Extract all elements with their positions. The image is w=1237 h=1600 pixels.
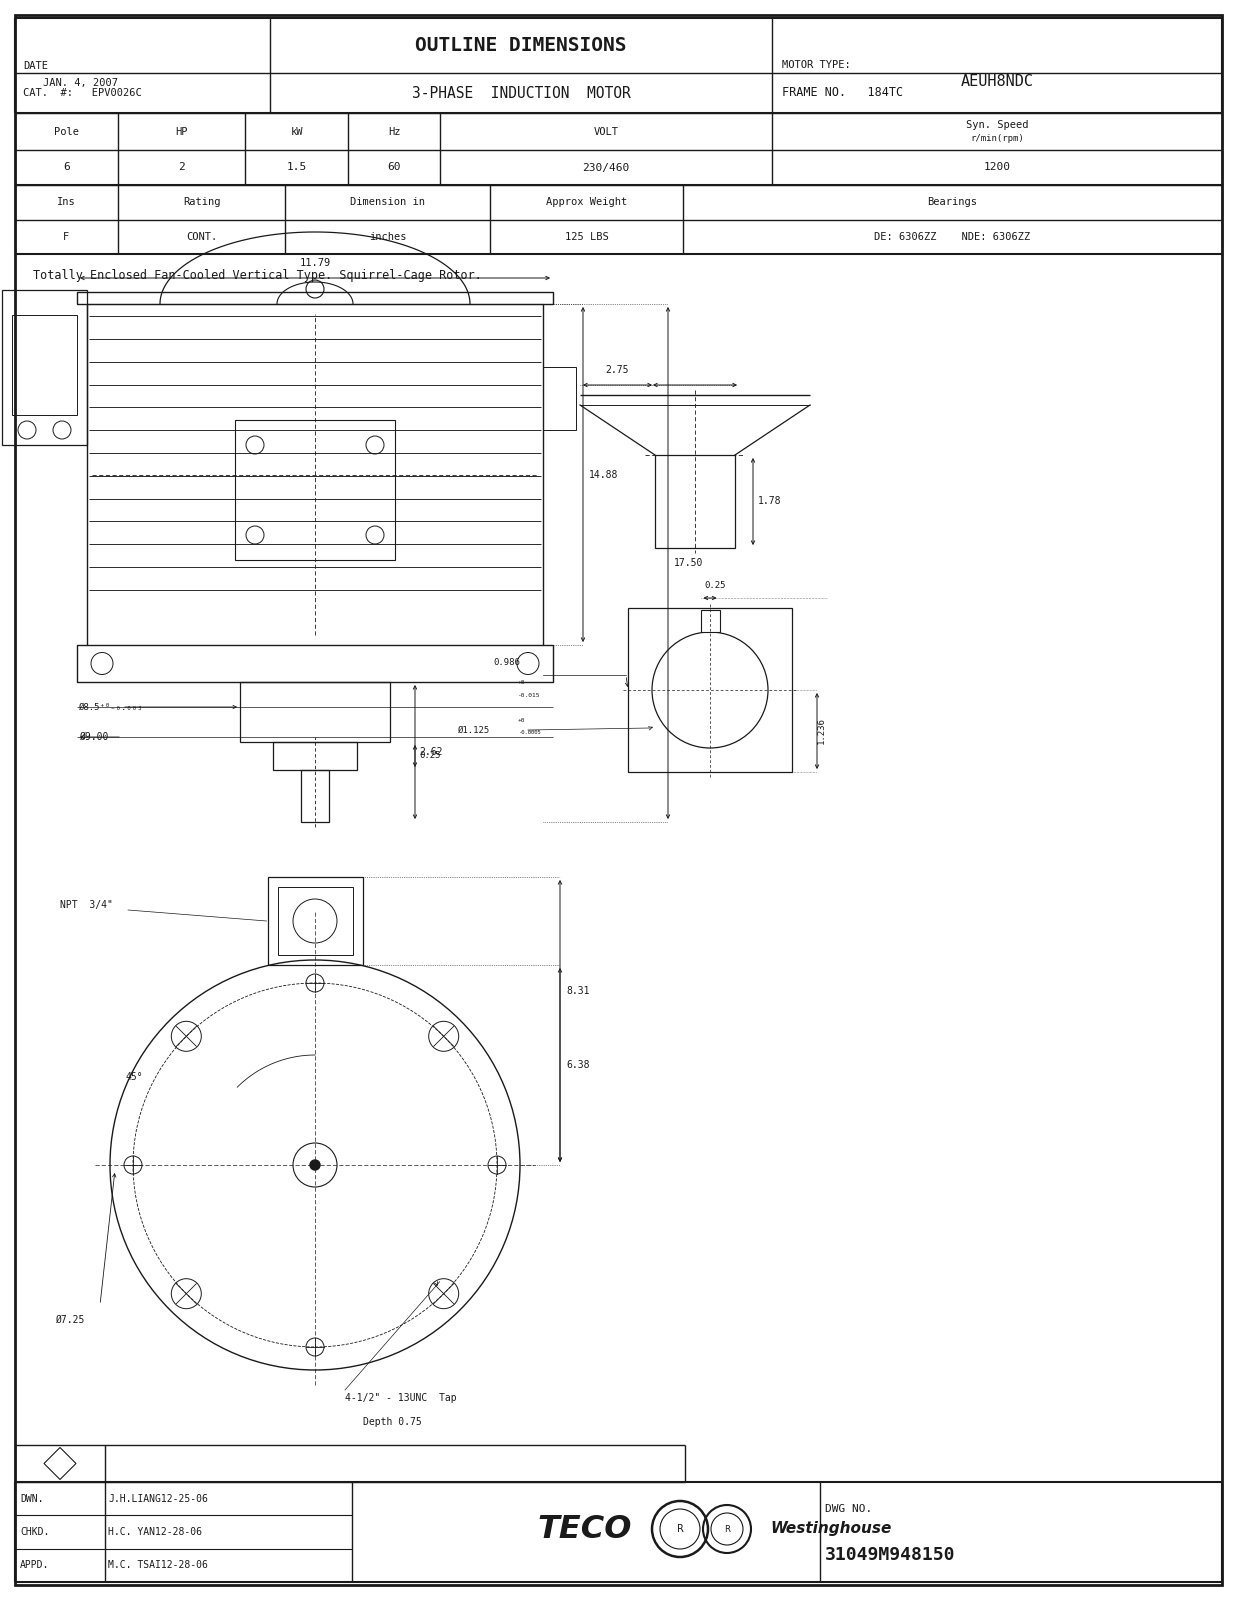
Text: 31049M948150: 31049M948150 (825, 1546, 955, 1565)
Text: 230/460: 230/460 (583, 163, 630, 173)
Text: CAT.  #:   EPV0026C: CAT. #: EPV0026C (24, 88, 142, 98)
Text: 3-PHASE  INDUCTION  MOTOR: 3-PHASE INDUCTION MOTOR (412, 85, 631, 101)
Text: CHKD.: CHKD. (20, 1526, 49, 1538)
Text: Dimension in: Dimension in (350, 197, 426, 208)
Text: M.C. TSAI12-28-06: M.C. TSAI12-28-06 (108, 1560, 208, 1570)
Bar (235, 419, 395, 560)
Bar (273, 742, 357, 770)
Text: Totally Enclosed Fan-Cooled Vertical Type. Squirrel-Cage Rotor.: Totally Enclosed Fan-Cooled Vertical Typ… (33, 269, 482, 283)
Text: kW: kW (291, 126, 303, 136)
Text: VOLT: VOLT (594, 126, 618, 136)
Bar (12, 315, 77, 414)
Text: Approx Weight: Approx Weight (546, 197, 627, 208)
Bar (277, 886, 353, 955)
Text: 2.62: 2.62 (419, 747, 443, 757)
Text: R: R (724, 1525, 730, 1533)
Text: APPD.: APPD. (20, 1560, 49, 1570)
Text: 4-1/2" - 13UNC  Tap: 4-1/2" - 13UNC Tap (345, 1394, 456, 1403)
Text: 0.25: 0.25 (419, 752, 440, 760)
Text: DATE: DATE (24, 61, 48, 70)
Bar (77, 291, 553, 304)
Bar (656, 454, 735, 547)
Text: F: F (63, 232, 69, 242)
Text: -0.0005: -0.0005 (518, 731, 541, 736)
Text: Westinghouse: Westinghouse (769, 1522, 892, 1536)
Bar (2, 290, 87, 445)
Text: 60: 60 (387, 163, 401, 173)
Text: Ø9.00: Ø9.00 (79, 733, 109, 742)
Text: 125 LBS: 125 LBS (564, 232, 609, 242)
Text: 8.31: 8.31 (567, 986, 590, 995)
Text: TECO: TECO (538, 1514, 632, 1544)
Bar (301, 770, 329, 822)
Text: R: R (677, 1523, 683, 1534)
Bar (77, 645, 553, 682)
Text: AEUH8NDC: AEUH8NDC (960, 74, 1033, 88)
Text: inches: inches (369, 232, 406, 242)
Text: 14.88: 14.88 (589, 469, 618, 480)
Text: 6: 6 (63, 163, 69, 173)
Text: FRAME NO.   184TC: FRAME NO. 184TC (782, 86, 903, 99)
Text: JAN. 4, 2007: JAN. 4, 2007 (43, 78, 118, 88)
Text: 17.50: 17.50 (674, 558, 704, 568)
Text: 1.236: 1.236 (816, 717, 825, 744)
Bar (267, 877, 362, 965)
Text: 1.78: 1.78 (758, 496, 782, 507)
Text: Hz: Hz (387, 126, 401, 136)
Text: OUTLINE DIMENSIONS: OUTLINE DIMENSIONS (416, 35, 627, 54)
Text: 0.25: 0.25 (704, 581, 726, 590)
Text: Ins: Ins (57, 197, 75, 208)
Text: CONT.: CONT. (186, 232, 218, 242)
Text: 11.79: 11.79 (299, 258, 330, 267)
Text: Ø7.25: Ø7.25 (54, 1315, 84, 1325)
Text: NPT  3/4": NPT 3/4" (61, 899, 113, 910)
Text: Ø1.125: Ø1.125 (458, 725, 490, 734)
Text: Depth 0.75: Depth 0.75 (362, 1418, 422, 1427)
Text: J.H.LIANG12-25-06: J.H.LIANG12-25-06 (108, 1494, 208, 1504)
Text: DWG NO.: DWG NO. (825, 1504, 872, 1514)
Bar (543, 366, 576, 430)
Bar (240, 682, 390, 742)
Text: 1.5: 1.5 (287, 163, 307, 173)
Bar (700, 610, 720, 632)
Bar (628, 608, 792, 773)
Text: r/min(rpm): r/min(rpm) (970, 134, 1024, 142)
Text: Ø8.5⁺⁰₋₀.₀₀₃: Ø8.5⁺⁰₋₀.₀₀₃ (79, 702, 143, 712)
Text: 6.38: 6.38 (567, 1059, 590, 1070)
Text: 45°: 45° (125, 1072, 142, 1082)
Text: HP: HP (176, 126, 188, 136)
Text: Bearings: Bearings (928, 197, 977, 208)
Text: Syn. Speed: Syn. Speed (966, 120, 1028, 130)
Text: +0: +0 (518, 680, 526, 685)
Text: Rating: Rating (183, 197, 220, 208)
Text: 0.986: 0.986 (494, 658, 520, 667)
Text: DE: 6306ZZ    NDE: 6306ZZ: DE: 6306ZZ NDE: 6306ZZ (875, 232, 1030, 242)
Text: H.C. YAN12-28-06: H.C. YAN12-28-06 (108, 1526, 202, 1538)
Text: 1200: 1200 (983, 163, 1011, 173)
Text: MOTOR TYPE:: MOTOR TYPE: (782, 59, 851, 70)
Text: -0.015: -0.015 (518, 693, 541, 698)
Text: 2: 2 (178, 163, 184, 173)
Text: Pole: Pole (54, 126, 79, 136)
Circle shape (310, 1160, 320, 1170)
Text: +0: +0 (518, 717, 526, 723)
Text: DWN.: DWN. (20, 1494, 43, 1504)
Text: 2.75: 2.75 (606, 365, 630, 374)
